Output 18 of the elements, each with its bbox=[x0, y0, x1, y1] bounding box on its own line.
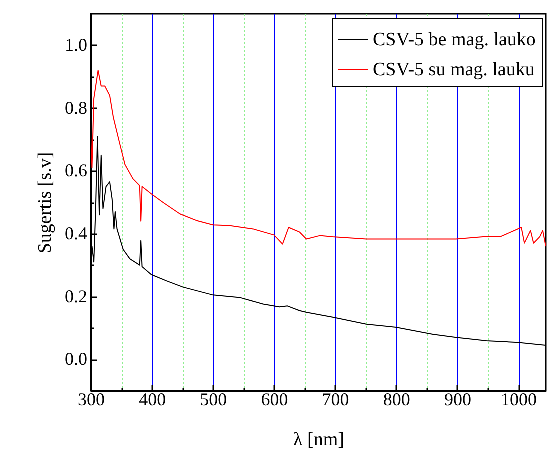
x-tick-label: 800 bbox=[383, 390, 410, 410]
x-tick-label: 600 bbox=[261, 390, 288, 410]
y-tick-label: 0.0 bbox=[65, 349, 88, 370]
x-tick-label: 400 bbox=[139, 390, 166, 410]
x-tick-label: 300 bbox=[78, 390, 105, 410]
x-axis-title: λ [nm] bbox=[294, 430, 344, 450]
y-tick-label: 0.4 bbox=[65, 223, 88, 244]
y-tick-label: 1.0 bbox=[65, 34, 88, 55]
x-tick-label: 1000 bbox=[501, 390, 538, 410]
legend-label: CSV-5 su mag. lauku bbox=[373, 60, 536, 80]
legend-label: CSV-5 be mag. lauko bbox=[373, 30, 536, 50]
y-axis-title: Sugertis [s.v] bbox=[35, 152, 56, 254]
x-tick-label: 900 bbox=[444, 390, 472, 410]
y-tick-label: 0.8 bbox=[65, 98, 88, 118]
x-tick-label: 500 bbox=[200, 390, 228, 410]
x-tick-label: 700 bbox=[322, 390, 350, 410]
y-tick-label: 0.6 bbox=[65, 160, 88, 181]
y-tick-label: 0.2 bbox=[65, 286, 88, 306]
